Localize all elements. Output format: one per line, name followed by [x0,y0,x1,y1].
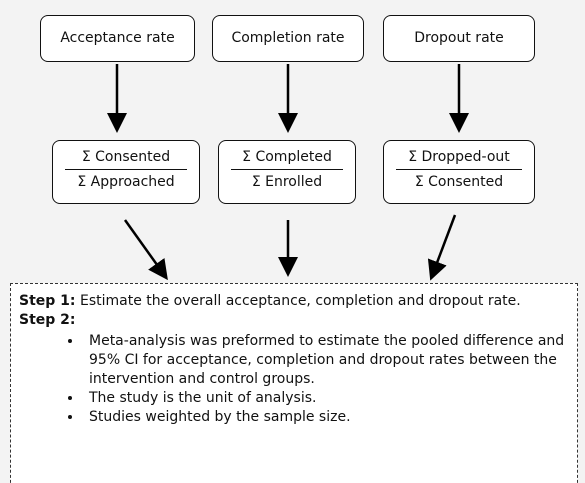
denominator: Σ Approached [77,174,175,190]
formula: Σ Completed Σ Enrolled [218,140,356,204]
node-label: Completion rate [212,15,364,62]
step-label: Step 1: [19,293,76,309]
bullet: The study is the unit of analysis. [83,389,569,408]
numerator: Σ Completed [231,149,343,170]
formula: Σ Consented Σ Approached [52,140,200,204]
step-label: Step 2: [19,312,76,328]
step: Step 2: [19,311,569,330]
bullet: Studies weighted by the sample size. [83,408,569,427]
node-label: Acceptance rate [40,15,195,62]
denominator: Σ Consented [414,174,504,190]
arrow [123,219,168,281]
steps-box: Step 1: Estimate the overall acceptance,… [10,283,578,483]
numerator: Σ Dropped-out [396,149,522,170]
numerator: Σ Consented [65,149,187,170]
step-text: Estimate the overall acceptance, complet… [79,293,521,309]
formula: Σ Dropped-out Σ Consented [383,140,535,204]
bullet: Meta-analysis was preformed to estimate … [83,332,569,389]
step: Step 1: Estimate the overall acceptance,… [19,292,569,311]
denominator: Σ Enrolled [251,174,323,190]
arrow [427,214,457,281]
node-label: Dropout rate [383,15,535,62]
bullet-list: Meta-analysis was preformed to estimate … [19,332,569,427]
